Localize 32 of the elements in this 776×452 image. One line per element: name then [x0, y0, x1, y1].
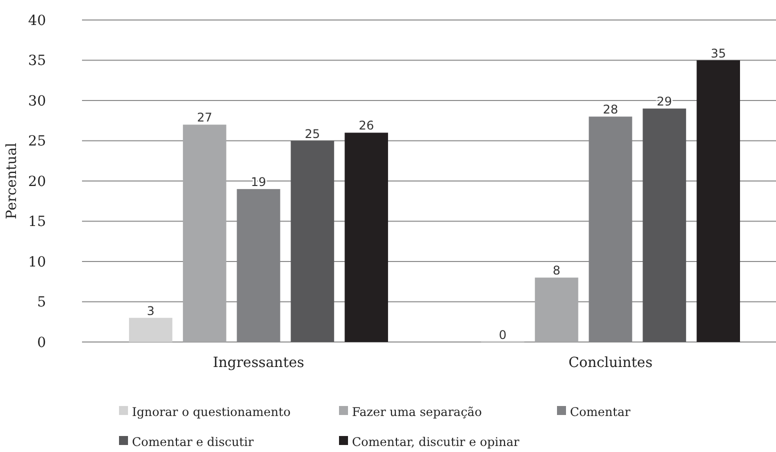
x-tick-label: Ingressantes: [212, 355, 304, 371]
y-tick-label: 35: [28, 53, 46, 70]
bar: [182, 124, 226, 342]
y-tick-label: 0: [37, 334, 46, 351]
data-label: 26: [358, 118, 374, 133]
bar: [344, 132, 388, 342]
bar: [534, 278, 578, 342]
data-label: 25: [304, 126, 320, 141]
y-tick-label: 15: [28, 214, 46, 230]
bar: [642, 108, 686, 342]
y-tick-label: 20: [28, 174, 46, 190]
legend-label: Ignorar o questionamento: [132, 405, 291, 420]
y-tick-label: 40: [28, 12, 46, 29]
y-tick-label: 10: [28, 254, 46, 270]
data-label: 0: [498, 328, 506, 342]
bar: [290, 140, 334, 342]
data-label: 35: [710, 46, 726, 60]
y-axis-title: Percentual: [4, 142, 20, 220]
bar: [128, 318, 172, 342]
data-label: 8: [552, 264, 560, 278]
legend-label: Comentar, discutir e opinar: [352, 435, 520, 450]
bar: [696, 60, 740, 342]
y-tick-label: 5: [37, 294, 46, 311]
data-label: 28: [602, 102, 618, 117]
y-tick-label: 30: [28, 93, 46, 110]
data-label: 3: [146, 304, 154, 318]
x-tick-label: Concluintes: [568, 355, 653, 371]
y-tick-label: 25: [28, 134, 46, 150]
data-label: 27: [196, 110, 212, 125]
legend-label: Comentar: [570, 405, 631, 420]
legend-label: Comentar e discutir: [132, 435, 254, 450]
legend-label: Fazer uma separação: [352, 405, 482, 420]
